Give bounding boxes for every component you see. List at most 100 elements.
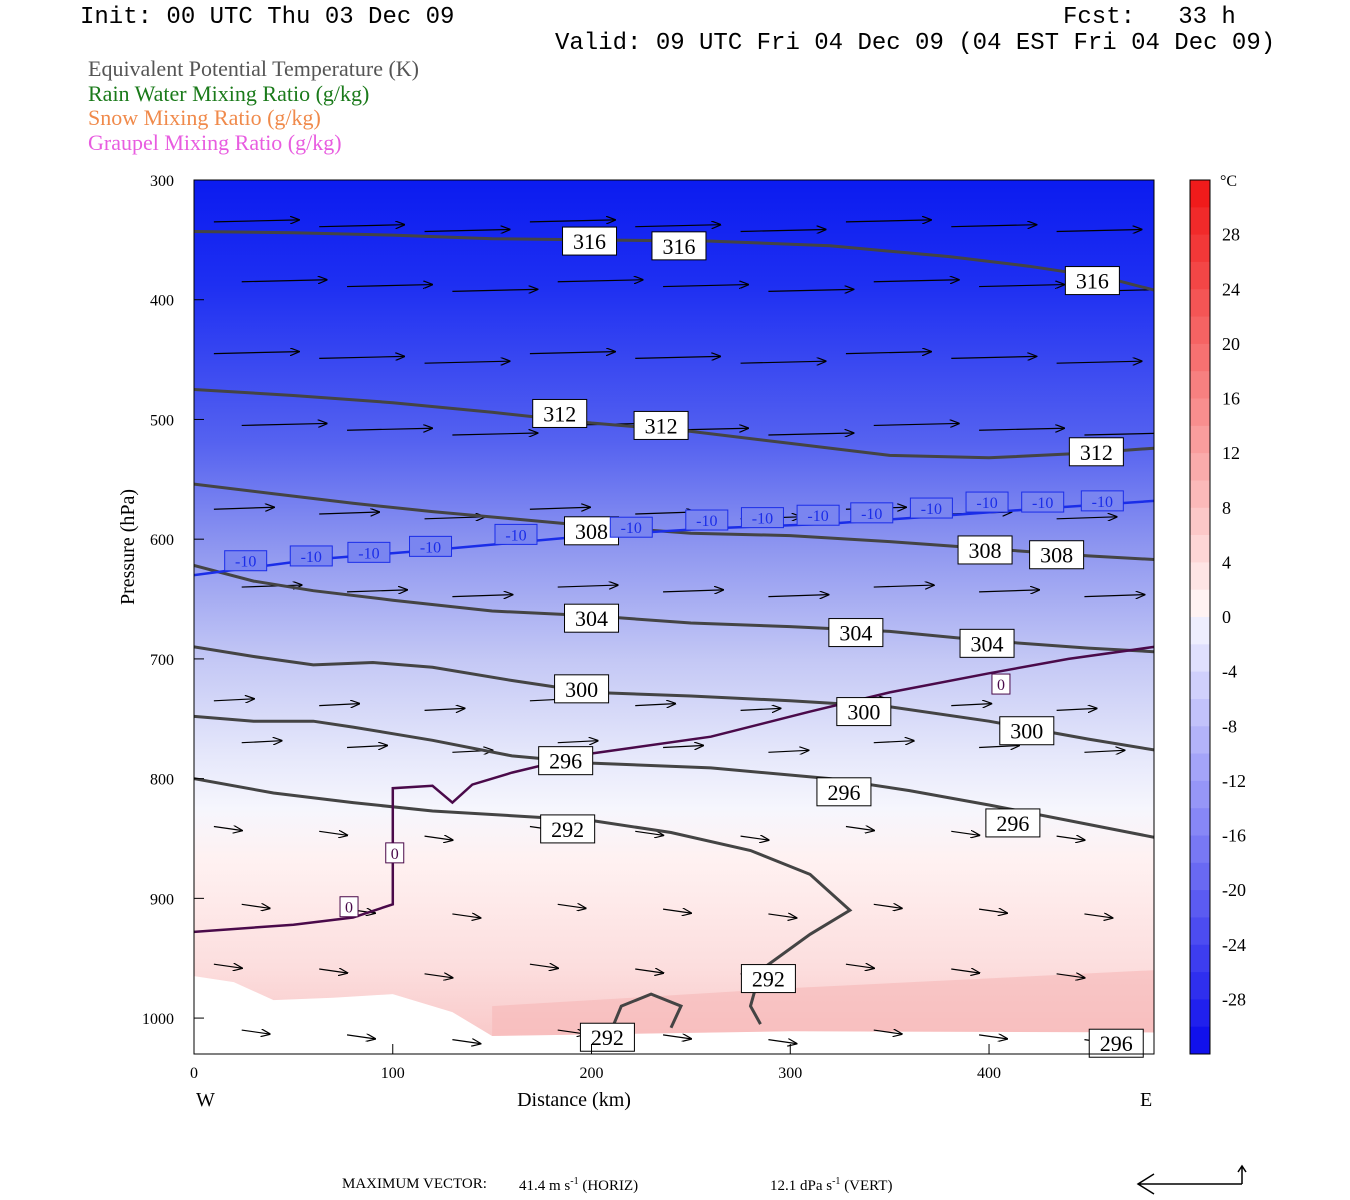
contour-label: 300 (847, 700, 880, 725)
wind-vector (529, 352, 615, 354)
colorbar-tick-label: 0 (1222, 607, 1231, 627)
wind-vector (635, 969, 663, 973)
temp-label: -10 (621, 520, 642, 537)
wind-vector (424, 836, 453, 840)
wind-vector (979, 590, 1039, 592)
wind-vector (979, 909, 1007, 913)
wind-vector (241, 741, 282, 743)
wind-vector (979, 285, 1064, 287)
contour-label: 292 (591, 1025, 624, 1050)
wind-vector (951, 969, 979, 973)
theta-e-contour (194, 230, 1154, 292)
colorbar-segment (1190, 917, 1210, 946)
terrain-mask (194, 976, 1154, 1054)
wind-vector (347, 428, 432, 430)
wind-vector (979, 1035, 1007, 1039)
contour-label: 316 (1076, 269, 1109, 294)
wind-vector (873, 280, 959, 282)
colorbar-segment (1190, 425, 1210, 454)
wind-vector (845, 352, 931, 354)
wind-vector (557, 741, 598, 743)
contour-label: 300 (565, 677, 598, 702)
colorbar-segment (1190, 862, 1210, 891)
colorbar-tick-label: -28 (1222, 989, 1246, 1009)
temperature-contour (194, 645, 1154, 934)
contour-label: 312 (1080, 440, 1113, 465)
wind-vector (740, 708, 781, 710)
x-tick-label: 300 (778, 1065, 802, 1082)
wind-vector (979, 746, 1019, 748)
temp-label-box (685, 509, 729, 531)
contour-label-box (564, 603, 620, 633)
colorbar-segment (1190, 589, 1210, 618)
wind-vector (424, 517, 485, 519)
temp-label: -10 (1032, 495, 1053, 512)
wind-vector (768, 1040, 796, 1044)
temp-label: 0 (345, 900, 353, 917)
temp-label: -10 (505, 527, 526, 544)
colorbar-segment (1190, 726, 1210, 755)
legend-graupel: Graupel Mixing Ratio (g/kg) (88, 130, 342, 155)
wind-vector (1056, 974, 1085, 978)
wind-vector (740, 361, 826, 363)
contour-label-box (1068, 437, 1124, 467)
wind-vector (740, 229, 826, 231)
contour-label: 304 (839, 621, 872, 646)
colorbar-segment (1190, 698, 1210, 727)
colorbar-tick-label: -12 (1222, 771, 1246, 791)
wind-vector (979, 428, 1064, 430)
wind-vector (213, 507, 274, 509)
wind-vector (768, 433, 853, 435)
wind-vector (951, 831, 979, 835)
wind-vector (424, 229, 510, 231)
y-axis-title: Pressure (hPa) (117, 489, 139, 605)
contour-label: 292 (551, 817, 584, 842)
wind-vector (347, 285, 432, 287)
temp-label: -10 (301, 549, 322, 566)
colorbar-segment (1190, 507, 1210, 536)
colorbar-segment (1190, 644, 1210, 673)
colorbar-tick-label: 16 (1222, 389, 1240, 409)
wind-vector (1056, 836, 1085, 840)
wind-vector (635, 704, 675, 706)
temp-label: 0 (997, 677, 1005, 694)
wind-vector (213, 220, 299, 222)
colorbar-tick-label: 28 (1222, 225, 1240, 245)
contour-label: 296 (1100, 1031, 1133, 1056)
wind-vector (452, 1040, 480, 1044)
temp-label-box (609, 516, 653, 538)
contour-label: 304 (971, 631, 1004, 656)
max-vector-label: MAXIMUM VECTOR: (342, 1176, 487, 1192)
colorbar-tick-label: 12 (1222, 443, 1240, 463)
temp-label: -10 (235, 554, 256, 571)
wind-vector (319, 512, 379, 514)
temp-label-box (1080, 490, 1124, 512)
y-tick-label: 300 (150, 173, 174, 190)
wind-vector (1084, 750, 1124, 752)
wind-vector (424, 974, 453, 978)
contour-label: 300 (1010, 719, 1043, 744)
wind-vector (662, 909, 691, 913)
colorbar-segment (1190, 343, 1210, 372)
wind-vector (241, 280, 327, 282)
x-tick-label: 400 (977, 1065, 1001, 1082)
wind-vector (213, 827, 242, 831)
temp-label-box (224, 550, 268, 572)
wind-vector (347, 590, 407, 592)
wind-vector (452, 914, 480, 918)
wind-vector (1084, 595, 1144, 597)
temp-label-box (965, 491, 1009, 513)
temp-label: -10 (696, 513, 717, 530)
wind-vector (452, 595, 512, 597)
wind-vector (557, 585, 618, 587)
wind-vector (951, 225, 1036, 227)
contour-label-box (633, 410, 689, 440)
colorbar-segment (1190, 890, 1210, 918)
wind-vector (951, 704, 991, 706)
init-time: Init: 00 UTC Thu 03 Dec 09 (80, 4, 455, 31)
x-tick-label: 200 (580, 1065, 604, 1082)
contour-label: 296 (827, 780, 860, 805)
temperature-fill (194, 180, 1154, 1054)
theta-e-contour (610, 992, 684, 1031)
colorbar-segment (1190, 671, 1210, 700)
